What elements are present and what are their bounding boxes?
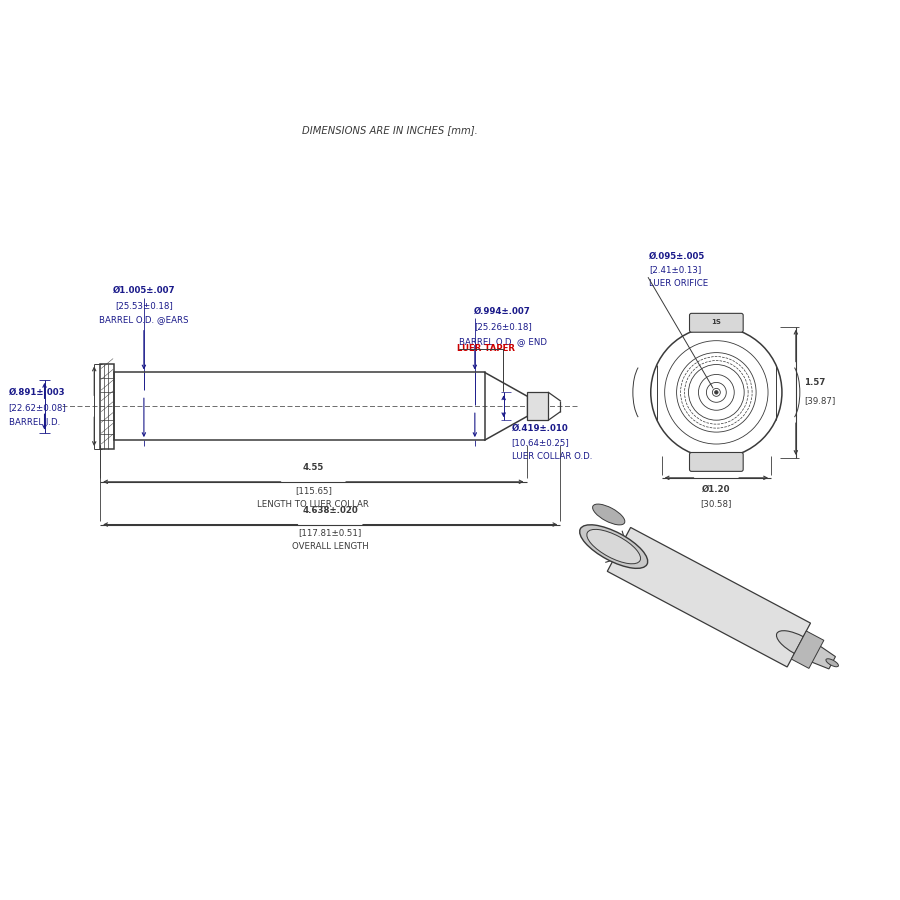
Ellipse shape: [826, 659, 839, 667]
Text: [25.26±0.18]: [25.26±0.18]: [473, 321, 532, 330]
Polygon shape: [608, 527, 811, 667]
Text: [25.53±0.18]: [25.53±0.18]: [115, 301, 173, 310]
Text: Ø.419±.010: Ø.419±.010: [511, 424, 569, 433]
FancyBboxPatch shape: [689, 313, 743, 332]
Text: Ø1.20: Ø1.20: [702, 485, 731, 494]
Text: [39.87]: [39.87]: [804, 396, 835, 405]
Text: Ø.095±.005: Ø.095±.005: [649, 252, 705, 261]
Text: LENGTH TO LUER COLLAR: LENGTH TO LUER COLLAR: [257, 500, 369, 508]
Text: LUER COLLAR O.D.: LUER COLLAR O.D.: [511, 452, 592, 461]
Bar: [114, 373, 485, 440]
Ellipse shape: [777, 631, 821, 660]
Ellipse shape: [592, 504, 625, 525]
Text: Ø.891±.003: Ø.891±.003: [9, 388, 66, 397]
Text: Ø.994±.007: Ø.994±.007: [474, 307, 531, 316]
Text: [117.81±0.51]: [117.81±0.51]: [299, 528, 362, 537]
Circle shape: [715, 391, 718, 394]
Text: 4.55: 4.55: [302, 463, 324, 472]
Text: 1.57: 1.57: [804, 378, 825, 387]
Text: [22.62±0.08]: [22.62±0.08]: [9, 403, 67, 412]
Text: [115.65]: [115.65]: [295, 486, 332, 495]
Text: OVERALL LENGTH: OVERALL LENGTH: [292, 543, 369, 552]
Text: BARREL I.D.: BARREL I.D.: [9, 418, 60, 427]
Text: Ø1.005±.007: Ø1.005±.007: [112, 286, 176, 295]
Text: [30.58]: [30.58]: [701, 499, 732, 508]
Text: 1S: 1S: [711, 319, 721, 325]
Text: BARREL O.D. @EARS: BARREL O.D. @EARS: [99, 315, 189, 324]
Text: [2.41±0.13]: [2.41±0.13]: [649, 266, 701, 274]
Text: BARREL O.D. @ END: BARREL O.D. @ END: [459, 337, 546, 346]
Polygon shape: [791, 631, 824, 669]
Bar: [526, 392, 548, 420]
Text: [10.64±0.25]: [10.64±0.25]: [511, 438, 570, 447]
Polygon shape: [794, 635, 835, 669]
FancyBboxPatch shape: [689, 453, 743, 472]
Ellipse shape: [580, 525, 648, 569]
Bar: [100, 364, 114, 449]
Text: LUER ORIFICE: LUER ORIFICE: [649, 279, 708, 288]
Text: 4.638±.020: 4.638±.020: [302, 506, 358, 515]
Ellipse shape: [587, 529, 641, 563]
Text: LUER TAPER: LUER TAPER: [457, 344, 515, 353]
Text: DIMENSIONS ARE IN INCHES [mm].: DIMENSIONS ARE IN INCHES [mm].: [302, 125, 478, 135]
